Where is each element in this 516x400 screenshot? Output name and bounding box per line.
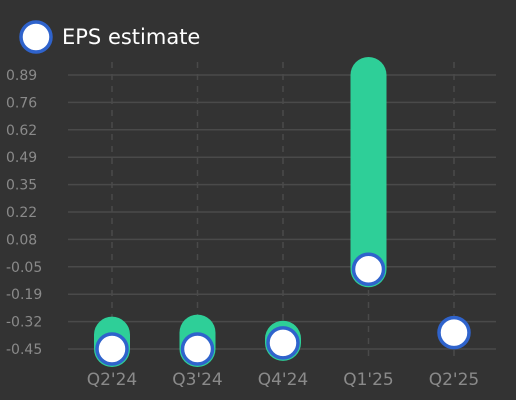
eps-estimate-marker[interactable] [180,332,215,366]
y-tick-label: 0.89 [6,68,37,84]
eps-estimate-marker[interactable] [437,315,471,350]
y-tick-label: 0.49 [6,150,37,166]
y-tick-label: -0.19 [6,287,42,303]
y-tick-label: 0.08 [6,232,37,248]
x-tick-label: Q3'24 [172,370,223,390]
grid-layer: 0.89 0.76 0.62 0.49 0.35 0.22 0.08 -0.05 -0.19 -0… [6,62,496,390]
y-tick-label: 0.76 [6,95,37,111]
eps-estimate-marker[interactable] [351,252,386,287]
x-tick-label: Q4'24 [258,370,309,390]
legend[interactable]: EPS estimate [19,20,200,54]
legend-label: EPS estimate [62,25,200,49]
eps-estimate-marker[interactable] [266,326,300,360]
eps-estimate-marker[interactable] [95,332,129,366]
legend-marker-icon [19,20,53,54]
y-tick-label: 0.35 [6,178,37,194]
x-tick-label: Q1'25 [343,370,394,390]
markers-layer [95,252,471,366]
y-tick-label: 0.62 [6,123,37,139]
y-tick-label: -0.32 [6,315,42,331]
y-tick-label: -0.45 [6,342,42,358]
y-tick-label: -0.05 [6,260,42,276]
x-tick-label: Q2'24 [87,370,138,390]
x-tick-label: Q2'25 [429,370,480,390]
range-bar[interactable] [350,57,387,288]
y-tick-label: 0.22 [6,205,37,221]
